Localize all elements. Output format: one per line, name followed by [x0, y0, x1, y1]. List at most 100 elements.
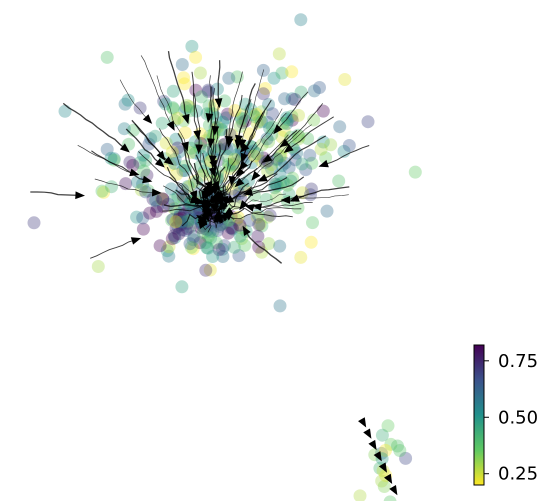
scatter-point [104, 151, 118, 165]
scatter-point [255, 105, 268, 119]
velocity-streamline [125, 128, 161, 165]
velocity-arrow-icon [204, 207, 213, 218]
velocity-arrow-icon [273, 124, 283, 135]
scatter-point [171, 219, 185, 233]
scatter-point [242, 127, 256, 141]
velocity-streamline [193, 162, 208, 200]
scatter-point [221, 226, 235, 240]
scatter-point [268, 177, 282, 191]
velocity-arrow-icon [202, 199, 213, 207]
scatter-point [278, 156, 292, 170]
scatter-point [307, 113, 321, 127]
velocity-streamline [219, 160, 253, 197]
scatter-point [172, 212, 186, 226]
velocity-arrow-icon [213, 190, 225, 199]
scatter-point [255, 245, 269, 259]
colorbar-gradient [473, 344, 485, 486]
scatter-point [265, 162, 278, 176]
scatter-point [181, 214, 195, 228]
scatter-point [320, 204, 334, 218]
velocity-arrow-icon [196, 214, 207, 224]
velocity-arrow-icon [373, 451, 382, 462]
scatter-point [157, 94, 171, 108]
velocity-arrow-icon [240, 152, 249, 164]
scatter-point [186, 233, 200, 247]
scatter-point [393, 444, 407, 457]
scatter-point [194, 90, 208, 104]
scatter-point [189, 50, 203, 64]
scatter-point [273, 239, 287, 253]
scatter-point [304, 235, 318, 249]
velocity-streamline [276, 91, 309, 130]
scatter-point [182, 100, 196, 114]
scatter-point [126, 158, 140, 172]
scatter-point [148, 129, 162, 143]
velocity-streamline [62, 102, 126, 150]
scatter-point [284, 130, 298, 144]
velocity-arrow-icon [207, 138, 215, 149]
velocity-arrow-icon [238, 160, 248, 171]
scatter-point [159, 97, 173, 111]
velocity-streamline [254, 124, 312, 177]
scatter-point [269, 177, 283, 191]
scatter-point [175, 280, 189, 294]
velocity-arrow-icon [234, 177, 245, 188]
scatter-point [179, 101, 193, 115]
velocity-streamline [262, 135, 327, 180]
scatter-point [100, 50, 114, 64]
velocity-streamline [156, 75, 187, 147]
scatter-point [251, 229, 265, 243]
scatter-point [182, 180, 196, 194]
velocity-streamline [163, 185, 207, 217]
velocity-arrow-icon [214, 98, 223, 109]
velocity-streamline [237, 83, 256, 144]
velocity-streamline [241, 69, 265, 144]
velocity-arrow-icon [239, 200, 249, 211]
scatter-point [177, 71, 191, 85]
scatter-point [150, 200, 164, 214]
scatter-point [91, 260, 105, 273]
scatter-point [286, 171, 299, 185]
scatter-point [155, 192, 168, 206]
scatter-point [179, 224, 193, 237]
scatter-point [391, 439, 404, 453]
scatter-point [196, 168, 210, 182]
velocity-streamline [288, 116, 334, 150]
scatter-point [255, 138, 269, 152]
velocity-arrow-icon [280, 196, 291, 204]
scatter-point [384, 437, 398, 451]
velocity-arrow-icon [195, 144, 203, 155]
velocity-streamlines [30, 51, 370, 264]
velocity-arrow-icon [358, 417, 367, 428]
scatter-point [156, 192, 170, 206]
scatter-point [226, 222, 240, 236]
velocity-arrow-icon [75, 191, 85, 200]
scatter-point [353, 489, 367, 501]
scatter-point [281, 178, 295, 192]
scatter-point [201, 230, 215, 244]
scatter-point [225, 221, 239, 235]
scatter-point [174, 216, 188, 230]
scatter-point [313, 81, 326, 94]
scatter-point [134, 183, 148, 197]
velocity-streamline [217, 60, 221, 103]
velocity-arrow-icon [129, 168, 140, 177]
scatter-point [377, 480, 391, 493]
velocity-streamline [324, 145, 370, 166]
velocity-arrow-icon [251, 203, 263, 211]
velocity-streamline [30, 191, 80, 196]
scatter-point [273, 149, 287, 163]
scatter-point [274, 149, 288, 163]
scatter-point [285, 65, 299, 79]
velocity-streamline [228, 94, 243, 142]
scatter-point [262, 135, 276, 149]
velocity-arrow-icon [279, 138, 290, 148]
scatter-point [171, 213, 184, 226]
scatter-point [246, 108, 260, 121]
velocity-arrows [75, 98, 398, 496]
scatter-point [121, 93, 135, 107]
scatter-point [258, 82, 272, 95]
scatter-point [225, 182, 239, 196]
velocity-streamline [134, 123, 163, 157]
